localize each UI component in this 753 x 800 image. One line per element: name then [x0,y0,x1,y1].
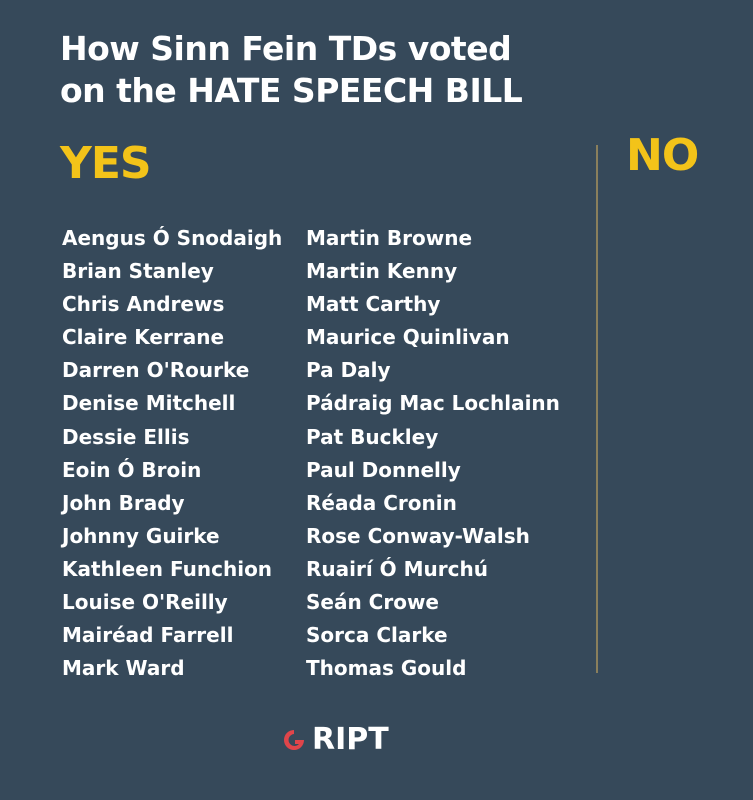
no-heading: NO [626,130,699,181]
td-name: Kathleen Funchion [62,556,273,581]
yes-list-right: Martin Browne Martin Kenny Matt Carthy Maur… [306,224,560,687]
logo-text: RIPT [312,722,389,757]
page-title: How Sinn Fein TDs voted on the HATE SPEE… [60,28,523,112]
title-line-2: on the HATE SPEECH BILL [60,71,523,110]
td-name: Sorca Clarke [306,623,448,648]
td-name: Pa Daly [306,358,391,383]
td-name: Aengus Ó Snodaigh [62,226,283,250]
td-name: Pat Buckley [306,424,439,449]
td-name: Brian Stanley [62,259,214,284]
td-name: Chris Andrews [62,292,225,317]
td-name: Paul Donnelly [306,457,461,482]
td-name: Maurice Quinlivan [306,325,510,350]
td-name: Eoin Ó Broin [62,457,202,482]
td-name: Denise Mitchell [62,391,236,416]
td-name: Martin Kenny [306,259,458,284]
column-divider [596,145,598,673]
gript-g-icon [284,729,304,750]
td-name: Martin Browne [306,226,473,250]
td-name: Seán Crowe [306,590,439,615]
yes-heading: YES [60,138,152,189]
td-name: Dessie Ellis [62,424,190,449]
title-line-1: How Sinn Fein TDs voted [60,29,512,68]
td-name: Mairéad Farrell [62,623,234,648]
td-name: Johnny Guirke [62,523,220,548]
td-name: Darren O'Rourke [62,358,250,383]
td-name: Mark Ward [62,656,185,681]
td-name: Thomas Gould [306,656,467,681]
td-name: Réada Cronin [306,490,457,515]
td-name: Claire Kerrane [62,325,225,350]
td-name: Matt Carthy [306,292,441,317]
td-name: Pádraig Mac Lochlainn [306,391,560,416]
gript-logo: RIPT [282,722,389,757]
td-name: Rose Conway-Walsh [306,523,530,548]
td-name: Ruairí Ó Murchú [306,556,488,581]
td-name: Louise O'Reilly [62,590,228,615]
yes-list-left: Aengus Ó Snodaigh Brian Stanley Chris Andr… [62,224,282,687]
td-name: John Brady [62,490,185,515]
